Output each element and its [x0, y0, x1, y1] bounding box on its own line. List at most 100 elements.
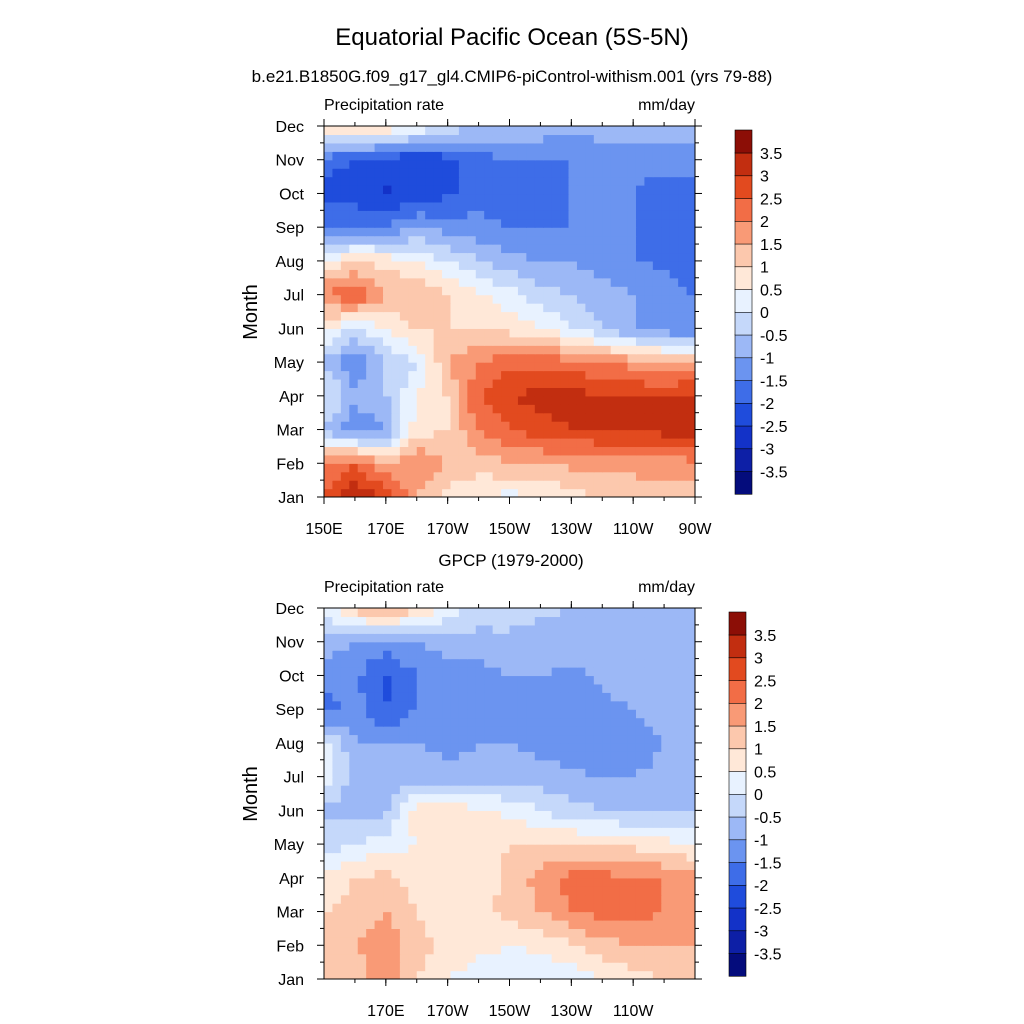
heatmap-cell [340, 185, 350, 195]
heatmap-cell [652, 269, 662, 279]
heatmap-cell [619, 700, 629, 710]
heatmap-cell [492, 303, 502, 313]
heatmap-cell [366, 311, 376, 321]
heatmap-cell [450, 277, 460, 287]
heatmap-cell [686, 387, 695, 397]
heatmap-cell [635, 480, 646, 490]
heatmap-cell [340, 176, 350, 186]
heatmap-cell [501, 421, 511, 431]
heatmap-cell [619, 362, 629, 372]
heatmap-cell [408, 286, 418, 296]
heatmap-cell [602, 827, 612, 837]
heatmap-cell [602, 768, 612, 778]
heatmap-cell [408, 886, 418, 896]
heatmap-cell [517, 827, 527, 837]
colorbar-label: 0 [760, 305, 769, 322]
heatmap-cell [340, 244, 350, 254]
heatmap-cell [408, 471, 418, 481]
heatmap-cell [408, 429, 418, 439]
heatmap-cell [357, 294, 367, 304]
heatmap-cell [492, 134, 502, 144]
heatmap-cell [433, 844, 443, 854]
heatmap-cell [661, 616, 671, 626]
heatmap-cell [627, 641, 637, 651]
heatmap-cell [416, 768, 426, 778]
heatmap-cell [374, 734, 384, 744]
heatmap-cell [560, 252, 570, 262]
heatmap-cell [551, 751, 561, 761]
heatmap-cell [517, 860, 527, 870]
heatmap-cell [357, 734, 367, 744]
heatmap-cell [501, 751, 511, 761]
heatmap-cell [686, 142, 695, 152]
heatmap-cell [324, 835, 334, 845]
heatmap-cell [425, 168, 435, 178]
heatmap-cell [391, 421, 401, 431]
heatmap-cell [475, 919, 485, 930]
heatmap-cell [593, 488, 603, 497]
heatmap-cell [450, 658, 460, 668]
y-tick-label: Jan [278, 972, 304, 989]
heatmap-cell [526, 717, 536, 727]
heatmap-cell [543, 641, 553, 651]
heatmap-cell [635, 894, 646, 904]
heatmap-cell [340, 404, 350, 414]
heatmap-cell [652, 404, 662, 414]
heatmap-cell [669, 412, 679, 422]
heatmap-cell [652, 810, 662, 820]
heatmap-cell [568, 793, 578, 803]
heatmap-cell [635, 319, 646, 329]
heatmap-cell [383, 768, 393, 778]
heatmap-cell [526, 759, 536, 769]
heatmap-cell [340, 395, 350, 405]
heatmap-cell [416, 962, 426, 972]
heatmap-cell [467, 818, 477, 828]
heatmap-cell [576, 877, 586, 887]
heatmap-cell [366, 953, 376, 963]
heatmap-cell [560, 717, 570, 727]
heatmap-cell [391, 928, 401, 938]
heatmap-cell [509, 387, 519, 397]
heatmap-cell [366, 488, 376, 497]
heatmap-cell [450, 328, 460, 338]
colorbar-swatch [734, 357, 753, 381]
heatmap-cell [475, 734, 485, 744]
heatmap-cell [635, 168, 646, 178]
heatmap-cell [458, 742, 468, 752]
heatmap-cell [534, 877, 544, 887]
heatmap-cell [627, 818, 637, 828]
heatmap-cell [425, 126, 435, 136]
heatmap-cell [560, 277, 570, 287]
heatmap-cell [551, 395, 561, 405]
heatmap-cell [357, 269, 367, 279]
heatmap-cell [408, 345, 418, 355]
heatmap-cell [610, 159, 620, 169]
heatmap-cell [374, 378, 384, 388]
heatmap-cell [349, 726, 359, 736]
heatmap-cell [543, 785, 553, 795]
heatmap-cell [509, 218, 519, 228]
heatmap-cell [408, 260, 418, 270]
heatmap-cell [366, 844, 376, 854]
heatmap-cell [551, 362, 561, 372]
heatmap-cell [324, 818, 334, 828]
colorbar-label: 2 [760, 214, 769, 231]
heatmap-cell [458, 801, 468, 811]
heatmap-cell [391, 734, 401, 744]
heatmap-cell [627, 277, 637, 287]
heatmap-cell [416, 860, 426, 870]
heatmap-cell [383, 176, 393, 186]
heatmap-cell [324, 768, 334, 778]
heatmap-cell [644, 252, 654, 262]
heatmap-cell [543, 936, 553, 946]
heatmap-cell [374, 692, 384, 702]
heatmap-cell [678, 244, 688, 254]
heatmap-cell [391, 387, 401, 397]
heatmap-cell [526, 641, 536, 651]
heatmap-cell [332, 168, 342, 178]
heatmap-cell [593, 810, 603, 820]
heatmap-cell [467, 260, 477, 270]
heatmap-cell [619, 759, 629, 769]
heatmap-cell [627, 252, 637, 262]
heatmap-cell [425, 726, 435, 736]
